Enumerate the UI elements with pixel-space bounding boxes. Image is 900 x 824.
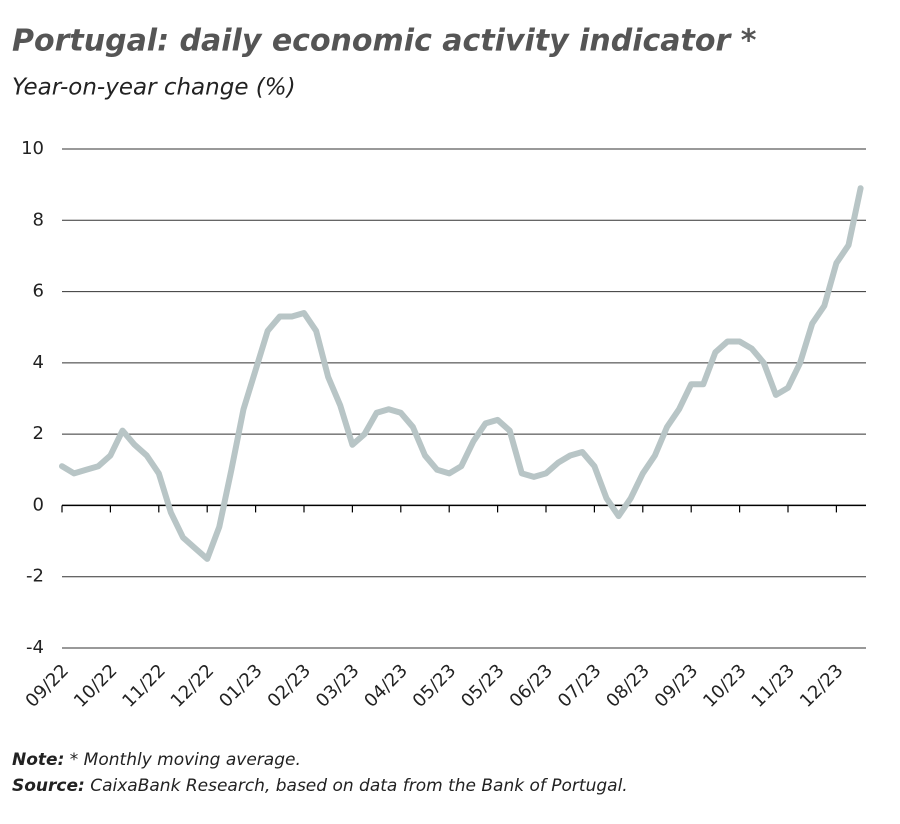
y-tick-label: -2: [26, 566, 44, 587]
data-line: [59, 185, 864, 562]
x-tick-label: 01/23: [215, 660, 267, 712]
note: Note: * Monthly moving average.: [12, 750, 301, 770]
x-tick-label: 05/23: [409, 660, 461, 712]
source-text: CaixaBank Research, based on data from t…: [85, 776, 628, 796]
chart-title: Portugal: daily economic activity indica…: [12, 24, 757, 59]
x-tick-label: 04/23: [360, 660, 412, 712]
x-tick-label: 11/23: [748, 660, 800, 712]
chart-subtitle: Year-on-year change (%): [12, 75, 296, 101]
x-tick-label: 12/22: [167, 660, 219, 712]
x-tick-label: 09/22: [22, 660, 74, 712]
x-tick-label: 12/23: [796, 660, 848, 712]
y-tick-label: -4: [26, 637, 44, 658]
x-tick-label: 06/23: [506, 660, 558, 712]
y-tick-label: 6: [33, 281, 44, 302]
x-tick-label: 09/23: [651, 660, 703, 712]
source: Source: CaixaBank Research, based on dat…: [12, 776, 628, 796]
x-tick-label: 07/23: [554, 660, 606, 712]
x-tick-label: 08/23: [602, 660, 654, 712]
y-tick-label: 8: [33, 209, 44, 230]
y-tick-label: 2: [33, 423, 44, 444]
x-tick-label: 10/22: [70, 660, 122, 712]
x-tick-label: 10/23: [699, 660, 751, 712]
x-tick-label: 02/23: [264, 660, 316, 712]
note-label: Note:: [12, 750, 64, 770]
source-label: Source:: [12, 776, 85, 796]
x-tick-label: 03/23: [312, 660, 364, 712]
y-tick-label: 0: [33, 494, 44, 515]
y-tick-label: 10: [21, 138, 44, 159]
y-tick-label: 4: [33, 352, 44, 373]
note-text: * Monthly moving average.: [64, 750, 301, 770]
x-tick-label: 11/22: [118, 660, 170, 712]
x-tick-label: 05/23: [457, 660, 509, 712]
